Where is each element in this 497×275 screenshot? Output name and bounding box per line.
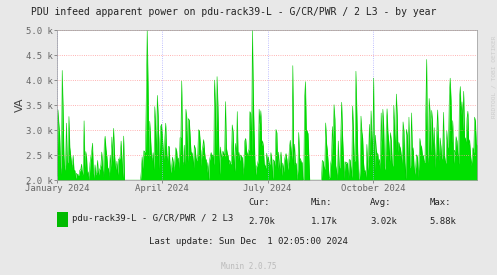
Text: 1.17k: 1.17k <box>311 217 337 226</box>
Text: Max:: Max: <box>430 198 451 207</box>
Text: pdu-rack39-L - G/CR/PWR / 2 L3: pdu-rack39-L - G/CR/PWR / 2 L3 <box>72 214 233 223</box>
Text: 5.88k: 5.88k <box>430 217 457 226</box>
Text: Last update: Sun Dec  1 02:05:00 2024: Last update: Sun Dec 1 02:05:00 2024 <box>149 238 348 246</box>
Text: Munin 2.0.75: Munin 2.0.75 <box>221 262 276 271</box>
Text: Min:: Min: <box>311 198 332 207</box>
Text: 2.70k: 2.70k <box>248 217 275 226</box>
Text: 3.02k: 3.02k <box>370 217 397 226</box>
Text: Cur:: Cur: <box>248 198 270 207</box>
Text: Avg:: Avg: <box>370 198 392 207</box>
Text: RRDTOOL / TOBI OETIKER: RRDTOOL / TOBI OETIKER <box>491 36 496 118</box>
Y-axis label: VA: VA <box>15 98 25 112</box>
Text: PDU infeed apparent power on pdu-rack39-L - G/CR/PWR / 2 L3 - by year: PDU infeed apparent power on pdu-rack39-… <box>31 7 436 17</box>
